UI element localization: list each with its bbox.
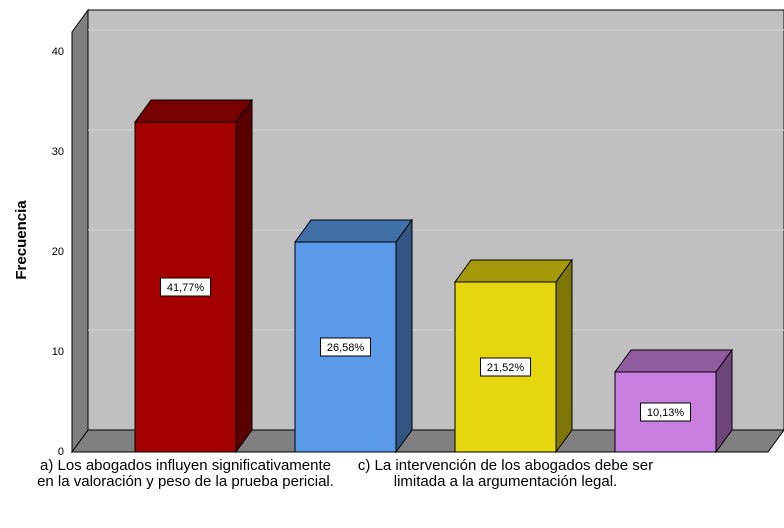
value-label: 21,52% [487, 362, 525, 374]
y-axis-label: Frecuencia [13, 200, 30, 280]
bar-side [235, 98, 253, 454]
bar-top [294, 219, 413, 243]
y-tick-label: 30 [52, 146, 64, 158]
x-tick-label: c) La intervención de los abogados debe … [357, 457, 654, 490]
value-label-box [160, 277, 211, 297]
value-label-box [640, 402, 691, 422]
bar-top [134, 99, 253, 123]
value-label: 10,13% [647, 407, 685, 419]
value-label: 41,77% [167, 282, 205, 294]
bar-side [395, 218, 413, 454]
side-wall [71, 8, 89, 454]
bar-top [454, 259, 573, 283]
value-label-box [320, 337, 371, 357]
bar-side [555, 258, 573, 454]
value-label-box [480, 357, 531, 377]
bar [134, 121, 237, 453]
y-tick-label: 10 [52, 346, 64, 358]
x-tick-label: a) Los abogados influyen significativame… [37, 457, 334, 490]
y-tick-label: 20 [52, 246, 64, 258]
bar-top [614, 349, 733, 373]
value-label: 26,58% [327, 342, 365, 354]
y-tick-label: 0 [58, 446, 64, 458]
y-tick-label: 40 [52, 46, 64, 58]
